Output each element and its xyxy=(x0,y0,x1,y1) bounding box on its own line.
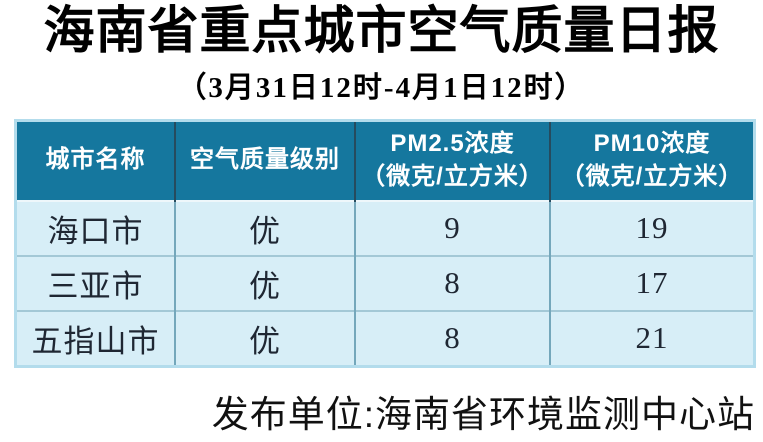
city-cell: 海口市 xyxy=(17,200,175,256)
col-header-pm25-line2: （微克/立方米） xyxy=(361,162,544,190)
pm25-cell: 9 xyxy=(354,200,550,256)
table-row: 五指山市 优 8 21 xyxy=(17,310,753,365)
col-header-city-label: 城市名称 xyxy=(45,146,146,174)
table-row: 海口市 优 9 19 xyxy=(17,200,753,256)
publisher: 发布单位:海南省环境监测中心站 xyxy=(211,393,755,435)
pm10-cell: 17 xyxy=(549,255,753,311)
col-header-level-label: 空气质量级别 xyxy=(190,146,340,174)
pm10-cell: 21 xyxy=(549,310,753,365)
col-header-pm25: PM2.5浓度 （微克/立方米） xyxy=(354,121,550,201)
aqi-table: 城市名称 空气质量级别 PM2.5浓度 （微克/立方米） PM10浓度 （微克/… xyxy=(17,121,753,365)
pm25-cell: 8 xyxy=(354,255,550,311)
level-cell: 优 xyxy=(174,310,355,365)
col-header-city: 城市名称 xyxy=(17,121,175,201)
pm25-cell: 8 xyxy=(354,310,550,365)
pm10-cell: 19 xyxy=(549,200,753,256)
report-period: （3月31日12时-4月1日12时） xyxy=(177,71,586,104)
col-header-level: 空气质量级别 xyxy=(174,121,355,201)
aqi-table-container: 城市名称 空气质量级别 PM2.5浓度 （微克/立方米） PM10浓度 （微克/… xyxy=(14,118,756,368)
table-row: 三亚市 优 8 17 xyxy=(17,255,753,311)
col-header-pm10-line1: PM10浓度 xyxy=(593,130,711,158)
city-cell: 五指山市 xyxy=(17,310,175,365)
level-cell: 优 xyxy=(174,255,355,311)
report-title: 海南省重点城市空气质量日报 xyxy=(43,2,720,59)
col-header-pm10: PM10浓度 （微克/立方米） xyxy=(549,121,753,201)
header-row: 城市名称 空气质量级别 PM2.5浓度 （微克/立方米） PM10浓度 （微克/… xyxy=(17,121,753,201)
col-header-pm25-line1: PM2.5浓度 xyxy=(390,130,515,158)
city-cell: 三亚市 xyxy=(17,255,175,311)
col-header-pm10-line2: （微克/立方米） xyxy=(560,162,744,190)
level-cell: 优 xyxy=(174,200,355,256)
